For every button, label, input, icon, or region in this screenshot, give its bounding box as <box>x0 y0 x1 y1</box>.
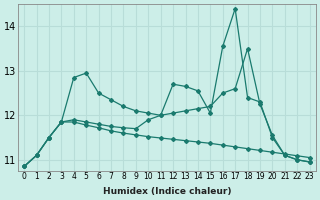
X-axis label: Humidex (Indice chaleur): Humidex (Indice chaleur) <box>103 187 231 196</box>
